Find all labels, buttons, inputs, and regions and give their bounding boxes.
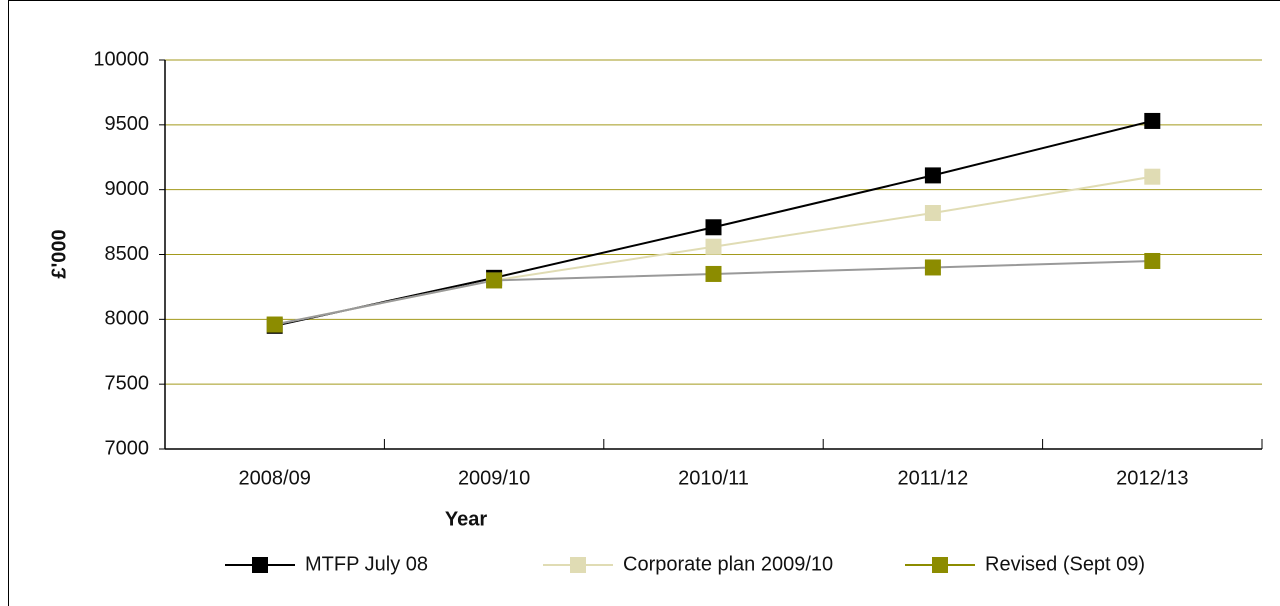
- x-tick-label: 2008/09: [239, 467, 311, 489]
- series-marker: [924, 205, 941, 222]
- series-marker: [705, 265, 722, 282]
- series-marker: [924, 259, 941, 276]
- x-axis-title: Year: [445, 508, 487, 530]
- legend-label: Revised (Sept 09): [985, 553, 1145, 575]
- x-tick-label: 2011/12: [897, 467, 968, 489]
- y-tick-label: 8500: [105, 243, 150, 265]
- y-tick-label: 10000: [93, 48, 149, 70]
- series-marker: [705, 238, 722, 255]
- series-marker: [1144, 168, 1161, 185]
- legend-marker: [570, 557, 586, 573]
- series-marker: [1144, 252, 1161, 269]
- series-marker: [266, 316, 283, 333]
- series-marker: [1144, 112, 1161, 129]
- x-tick-label: 2010/11: [678, 467, 749, 489]
- legend-marker: [932, 557, 948, 573]
- y-axis-title: £'000: [48, 229, 70, 278]
- y-tick-label: 7500: [105, 372, 150, 394]
- y-tick-label: 7000: [105, 437, 150, 459]
- x-tick-label: 2009/10: [458, 467, 530, 489]
- y-tick-label: 9500: [105, 113, 150, 135]
- legend-marker: [252, 557, 268, 573]
- y-tick-label: 8000: [105, 308, 150, 330]
- series-marker: [486, 272, 503, 289]
- legend-label: Corporate plan 2009/10: [623, 553, 833, 575]
- y-tick-label: 9000: [105, 178, 150, 200]
- legend-label: MTFP July 08: [305, 553, 428, 575]
- x-tick-label: 2012/13: [1116, 467, 1188, 489]
- series-marker: [924, 167, 941, 184]
- series-marker: [705, 219, 722, 236]
